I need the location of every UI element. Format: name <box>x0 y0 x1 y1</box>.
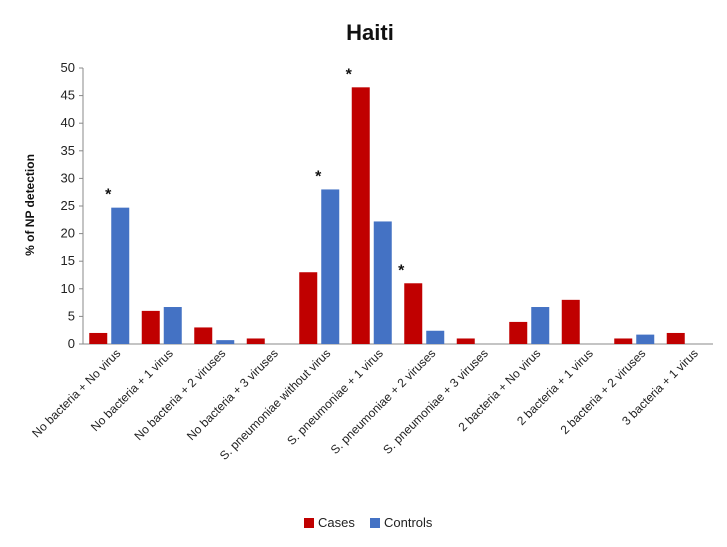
bar-cases <box>89 332 108 344</box>
x-tick-label: S. pneumoniae without virus <box>217 346 333 462</box>
bar-controls <box>111 207 130 344</box>
annotations: * * * * <box>105 66 405 279</box>
significance-marker: * <box>105 187 112 204</box>
significance-marker: * <box>346 66 353 83</box>
x-tick-label: No bacteria + No virus <box>29 346 123 440</box>
legend-swatch-controls <box>370 518 380 528</box>
bar-cases <box>509 321 528 344</box>
x-tick-label: S. pneumoniae + 2 viruses <box>328 346 439 457</box>
y-axis-label: % of NP detection <box>23 154 37 256</box>
bar-cases <box>299 272 318 344</box>
legend: Cases Controls <box>304 515 433 530</box>
bar-controls <box>426 330 445 344</box>
bars <box>89 87 685 344</box>
bar-controls <box>216 340 235 344</box>
y-tick-label: 50 <box>61 60 75 75</box>
bar-cases <box>351 87 370 344</box>
y-tick-label: 15 <box>61 253 75 268</box>
y-tick-label: 35 <box>61 143 75 158</box>
y-axis: 0 5 10 15 20 25 30 35 40 45 50 <box>61 60 83 351</box>
y-tick-label: 30 <box>61 170 75 185</box>
bar-cases <box>194 327 213 344</box>
y-tick-label: 25 <box>61 198 75 213</box>
bar-cases <box>404 283 423 344</box>
y-tick-label: 40 <box>61 115 75 130</box>
y-tick-label: 10 <box>61 281 75 296</box>
significance-marker: * <box>398 262 405 279</box>
x-tick-label: S. pneumoniae + 3 viruses <box>380 346 491 457</box>
bar-controls <box>163 307 182 344</box>
x-tick-label: S. pneumoniae + 1 virus <box>284 346 386 448</box>
bar-controls <box>321 189 340 344</box>
bar-cases <box>561 299 580 344</box>
legend-label-controls: Controls <box>384 515 433 530</box>
y-tick-label: 45 <box>61 88 75 103</box>
x-tick-label: No bacteria + 3 viruses <box>184 346 281 443</box>
bar-cases <box>666 332 685 344</box>
y-tick-label: 5 <box>68 308 75 323</box>
bar-cases <box>614 338 633 344</box>
y-tick-label: 20 <box>61 226 75 241</box>
axes <box>82 68 713 345</box>
y-tick-label: 0 <box>68 336 75 351</box>
x-tick-label: No bacteria + 2 viruses <box>131 346 228 443</box>
bar-cases <box>141 310 160 344</box>
significance-marker: * <box>315 168 322 185</box>
chart-title: Haiti <box>346 20 394 45</box>
bar-cases <box>456 338 475 344</box>
bar-controls <box>636 334 655 344</box>
legend-label-cases: Cases <box>318 515 355 530</box>
legend-swatch-cases <box>304 518 314 528</box>
bar-controls <box>531 307 550 344</box>
bar-cases <box>246 338 265 344</box>
bar-controls <box>373 221 392 344</box>
